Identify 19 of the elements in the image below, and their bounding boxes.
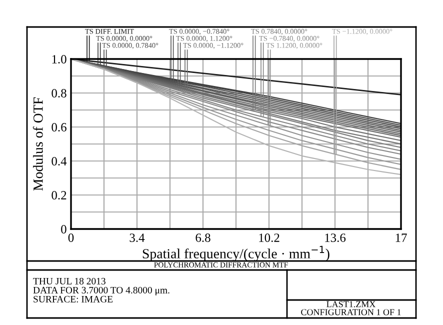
x-tick-label: 6.8 xyxy=(196,234,210,242)
y-tick-label: 1.0 xyxy=(52,55,66,64)
text: SURFACE: IMAGE xyxy=(34,296,113,302)
x-tick-label: 10.2 xyxy=(259,234,280,242)
text: DATA FOR 3.7000 TO 4.8000 μm. xyxy=(33,286,170,296)
y-axis-title: Modulus of OTF xyxy=(32,97,43,191)
text: CONFIGURATION 1 OF 1 xyxy=(301,309,401,316)
x-tick-label: 13.6 xyxy=(325,234,346,242)
y-tick-label: 0.4 xyxy=(52,157,67,166)
x-tick-label: 3.4 xyxy=(130,234,145,242)
y-tick-label: 0.8 xyxy=(52,89,66,98)
x-tick-label: 17 xyxy=(396,234,407,242)
x-tick-label: 0 xyxy=(68,234,74,242)
x-axis-title: Spatial frequency/(cycle · mm$^{−1}$) xyxy=(142,246,330,262)
text: THU JUL 18 2013 xyxy=(33,278,106,284)
y-tick-label: 0 xyxy=(61,225,66,234)
y-tick-label: 0.2 xyxy=(52,191,66,200)
text: LAST1.ZMX xyxy=(326,301,376,308)
y-tick-label: 0.6 xyxy=(52,123,66,132)
